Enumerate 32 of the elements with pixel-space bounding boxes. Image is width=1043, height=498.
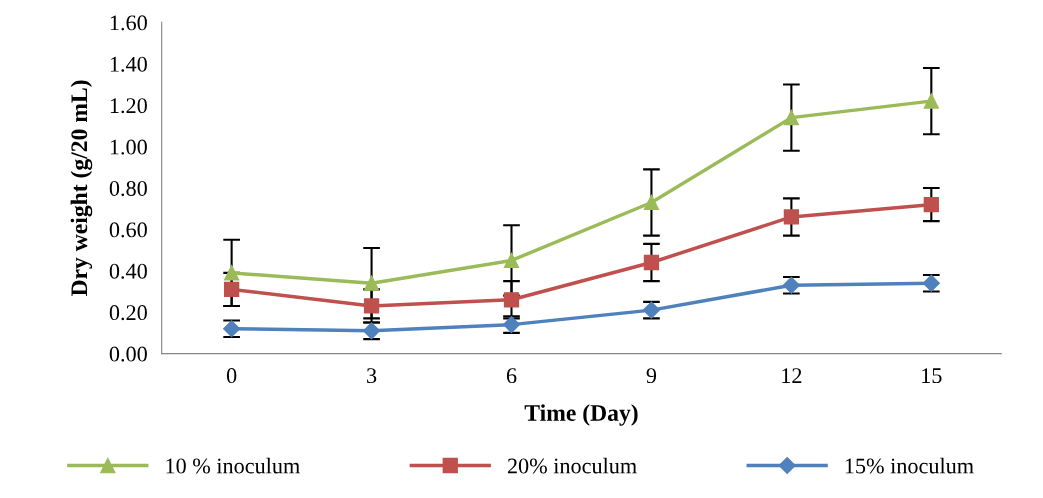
y-tick-label: 1.40 xyxy=(110,56,147,72)
y-axis-title: Dry weight (g/20 mL) xyxy=(70,80,93,297)
point xyxy=(503,292,520,308)
point xyxy=(223,265,240,281)
y-tick-label: 0.00 xyxy=(109,346,147,362)
y-tick-label: 0.20 xyxy=(109,305,147,321)
point xyxy=(923,196,939,213)
x-tick-label: 0 xyxy=(226,368,237,384)
x-tick-label: 15 xyxy=(922,368,942,384)
y-tick-label: 0.40 xyxy=(109,263,147,279)
point xyxy=(363,298,380,314)
y-tick-label: 0.60 xyxy=(109,222,147,238)
y-tick-label: 0.80 xyxy=(109,180,147,197)
x-tick-label: 12 xyxy=(782,368,802,383)
point xyxy=(783,209,800,225)
x-tick-label: 3 xyxy=(367,368,377,384)
point xyxy=(363,275,380,291)
point xyxy=(923,93,939,109)
y-tick-label: 1.60 xyxy=(110,15,147,31)
x-axis-title: Time (Day) xyxy=(524,404,638,426)
legend-label: 15% inoculum xyxy=(845,457,974,474)
point xyxy=(643,194,660,211)
x-tick-label: 9 xyxy=(646,368,657,384)
x-tick-label: 6 xyxy=(506,368,517,384)
y-tick-label: 1.20 xyxy=(110,98,147,114)
legend-label: 10 % inoculum xyxy=(166,457,300,474)
y-tick-label: 1.00 xyxy=(110,139,147,155)
point xyxy=(503,252,520,269)
legend-label: 20% inoculum xyxy=(507,457,637,474)
point xyxy=(783,109,800,126)
point xyxy=(223,281,240,298)
point xyxy=(643,254,660,271)
